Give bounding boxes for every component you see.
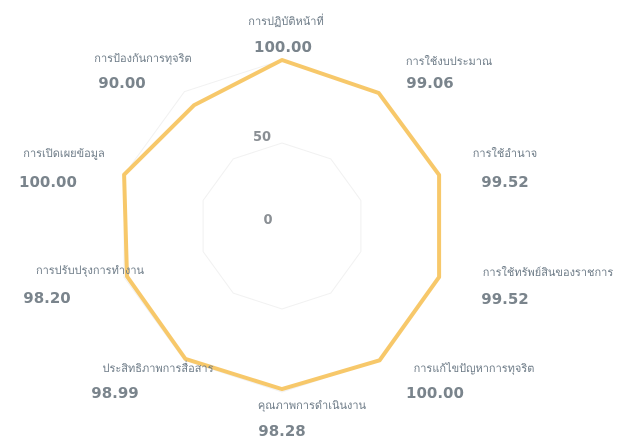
category-label: การใช้ทรัพย์สินของราชการ [483,266,614,279]
category-labels: การปฏิบัติหน้าที่ 100.00 การใช้งบประมาณ 99.… [19,13,613,439]
category-label: การป้องกันการทุจริต [94,52,191,65]
radial-tick-label: 50 [253,130,271,145]
category-label: คุณภาพการดำเนินงาน [258,399,367,412]
value-label: 99.52 [481,173,528,191]
category-label: การเปิดเผยข้อมูล [23,147,104,160]
category-label: การใช้งบประมาณ [406,55,492,68]
value-label: 100.00 [406,384,464,402]
value-label: 99.06 [406,74,453,92]
value-label: 100.00 [19,173,77,191]
value-label: 98.20 [23,289,70,307]
series-polygon [122,58,442,392]
value-label: 98.99 [91,384,138,402]
value-label: 99.52 [481,290,528,308]
category-label: การปรับปรุงการทำงาน [36,264,145,277]
category-label: การใช้อำนาจ [473,147,538,160]
value-label: 100.00 [254,38,312,56]
category-label: การปฏิบัติหน้าที่ [248,13,323,28]
radial-tick-label: 0 [263,213,272,228]
category-label: การแก้ไขปัญหาการทุจริต [414,362,535,375]
grid-ring-0 [202,142,362,310]
category-label: ประสิทธิภาพการสื่อสาร [102,360,213,375]
value-label: 90.00 [98,74,145,92]
value-label: 98.28 [258,422,305,439]
radial-ticks: 0 50 [253,130,273,228]
